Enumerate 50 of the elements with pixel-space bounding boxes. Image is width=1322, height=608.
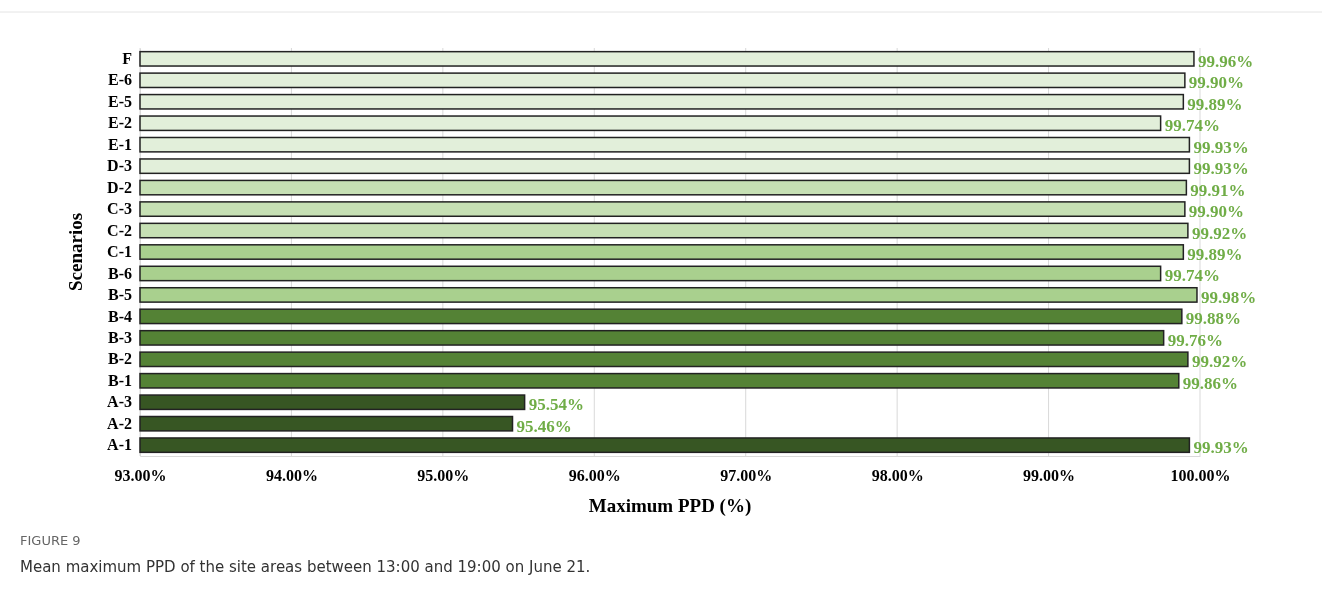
y-tick-label: A-2 [107,414,132,432]
y-tick-label: C-1 [107,243,132,261]
x-tick-label: 98.00% [871,467,924,485]
data-label: 99.91% [1190,180,1246,200]
x-tick-label: 95.00% [417,467,470,485]
text: Mean maximum PPD of the site areas between 13:00 and 19:00 on June 21. [20,558,591,576]
data-label: 99.93% [1193,438,1249,458]
data-label: 99.90% [1188,202,1245,222]
x-axis-title: Maximum PPD (%) [588,495,752,517]
y-tick-label: E-2 [108,114,132,132]
data-label: 99.74% [1164,266,1220,286]
y-tick-label: B-1 [108,371,132,389]
y-tick-label: B-4 [108,307,132,325]
y-tick-label: B-5 [108,286,132,304]
data-label: 99.90% [1188,73,1245,93]
y-tick-label: D-3 [107,157,132,175]
caption: FIGURE 9 [20,533,81,548]
x-tick-label: 96.00% [568,467,621,485]
y-tick-label: C-2 [107,221,132,239]
data-label: 99.93% [1193,159,1249,179]
data-label: 95.54% [528,395,584,415]
data-label: 99.92% [1191,352,1248,372]
y-tick-label: C-3 [107,200,132,218]
data-label: 99.93% [1193,137,1249,157]
y-tick-label: B-3 [108,328,132,346]
y-tick-label: A-1 [107,436,132,454]
data-label: 99.74% [1164,116,1220,136]
y-tick-label: E-1 [108,135,132,153]
y-tick-label: E-5 [108,92,132,110]
y-tick-label: B-6 [108,264,132,282]
data-label: 99.89% [1187,94,1243,114]
data-label: 99.88% [1185,309,1242,329]
y-tick-label: F [122,49,133,67]
data-label: 99.92% [1191,223,1248,243]
x-tick-label: 99.00% [1023,467,1076,485]
y-tick-label: E-6 [108,71,132,89]
data-label: 99.96% [1197,51,1254,71]
data-label: 99.98% [1200,287,1257,307]
x-tick-label: 97.00% [720,467,773,485]
data-label: 95.46% [516,416,572,436]
data-label: 99.89% [1187,245,1243,264]
x-tick-label: 93.00% [114,467,167,485]
y-tick-label: B-2 [108,350,132,368]
data-label: 99.86% [1182,373,1239,393]
y-axis-title: Scenarios [65,212,86,292]
y-tick-label: D-2 [107,178,132,196]
data-label: 99.76% [1167,330,1223,350]
y-tick-label: A-3 [107,393,132,411]
x-tick-label: 100.00% [1170,467,1231,485]
x-tick-label: 94.00% [265,467,318,485]
